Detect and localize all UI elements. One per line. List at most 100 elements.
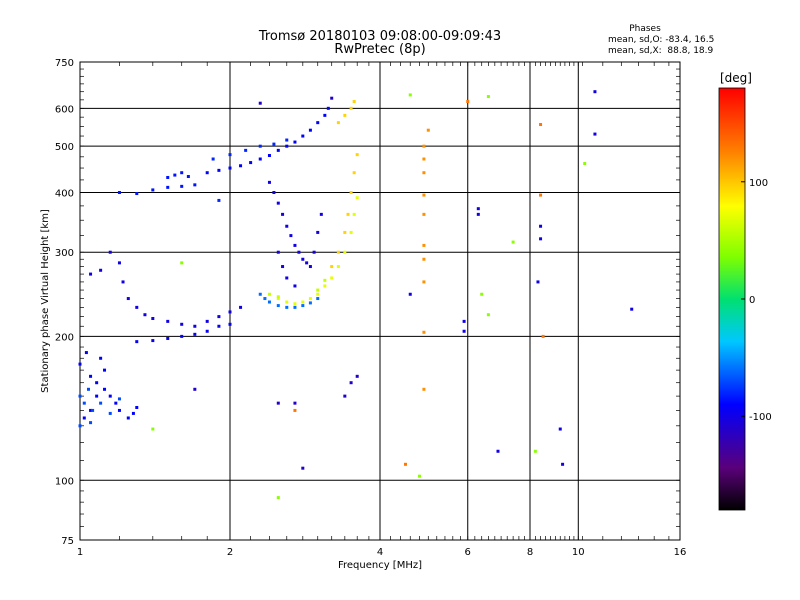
data-point: [99, 356, 103, 360]
data-point: [239, 164, 243, 168]
data-point: [117, 408, 121, 412]
data-point: [186, 175, 190, 179]
data-point: [422, 243, 426, 247]
data-point: [583, 161, 587, 165]
data-point: [466, 100, 470, 104]
data-point: [316, 230, 320, 234]
data-point: [135, 405, 139, 409]
x-tick-label: 6: [465, 547, 471, 558]
data-point: [217, 198, 221, 202]
data-point: [630, 307, 634, 311]
data-point: [151, 188, 155, 192]
x-axis: 1 2 4 6 8 10 16: [77, 62, 686, 558]
data-point: [301, 134, 305, 138]
data-point: [511, 240, 515, 244]
data-point: [308, 297, 312, 301]
data-point: [355, 196, 359, 200]
data-point: [323, 278, 327, 282]
y-axis: 75 100 200 300 400 500 600 750: [55, 58, 680, 547]
data-point: [297, 250, 301, 254]
data-point: [166, 175, 170, 179]
data-point: [343, 113, 347, 117]
data-point: [285, 144, 289, 148]
y-tick-label: 200: [55, 332, 74, 343]
stats-line-x: mean, sd,X: 88.8, 18.9: [608, 46, 714, 56]
data-point: [285, 276, 289, 280]
data-point: [193, 332, 197, 336]
data-point: [539, 224, 543, 228]
data-point: [408, 93, 412, 97]
data-point: [135, 192, 139, 196]
data-point: [462, 319, 466, 323]
data-point: [193, 387, 197, 391]
data-point: [276, 148, 280, 152]
data-point: [293, 302, 297, 306]
data-point: [316, 121, 320, 125]
data-point: [426, 128, 430, 132]
data-point: [95, 381, 99, 385]
x-tick-label: 2: [227, 547, 233, 558]
data-point: [536, 280, 540, 284]
data-point: [108, 250, 112, 254]
data-point: [217, 168, 221, 172]
data-point: [352, 100, 356, 104]
data-point: [263, 297, 267, 301]
data-point: [533, 449, 537, 453]
data-point: [135, 305, 139, 309]
data-point: [78, 424, 82, 428]
data-point: [326, 106, 330, 110]
data-point: [82, 416, 86, 420]
data-point: [293, 140, 297, 144]
data-point: [151, 427, 155, 431]
data-point: [205, 329, 209, 333]
data-point: [267, 154, 271, 158]
data-point: [117, 190, 121, 194]
data-point: [285, 224, 289, 228]
data-point: [258, 101, 262, 105]
data-point: [408, 292, 412, 296]
colorbar-label: [deg]: [720, 71, 752, 85]
data-point: [228, 310, 232, 314]
data-point: [541, 334, 545, 338]
data-point: [84, 351, 88, 355]
data-point: [293, 305, 297, 309]
data-point: [114, 401, 118, 405]
data-point: [336, 265, 340, 269]
data-point: [343, 230, 347, 234]
data-point: [301, 257, 305, 261]
data-point: [78, 394, 82, 398]
data-point: [258, 292, 262, 296]
x-tick-label: 8: [527, 547, 533, 558]
data-point: [126, 297, 130, 301]
data-point: [89, 408, 93, 412]
data-point: [343, 250, 347, 254]
data-point: [78, 362, 82, 366]
data-point: [305, 261, 309, 265]
data-point: [349, 381, 353, 385]
data-point: [422, 257, 426, 261]
stats-line-o: mean, sd,O: -83.4, 16.5: [608, 35, 714, 45]
data-point: [272, 142, 276, 146]
data-point: [117, 261, 121, 265]
data-point: [276, 401, 280, 405]
data-point: [330, 96, 334, 100]
data-point: [103, 368, 107, 372]
data-point: [99, 268, 103, 272]
data-point: [539, 193, 543, 197]
data-point: [346, 212, 350, 216]
data-point: [193, 183, 197, 187]
data-point: [355, 153, 359, 157]
data-point: [228, 322, 232, 326]
y-tick-label: 400: [55, 188, 74, 199]
y-tick-label: 750: [55, 58, 74, 69]
data-point: [323, 113, 327, 117]
data-point: [121, 280, 125, 284]
data-point: [593, 132, 597, 136]
data-point: [316, 292, 320, 296]
data-point: [422, 157, 426, 161]
data-point: [117, 397, 121, 401]
stats-heading: Phases: [629, 24, 661, 34]
data-point: [422, 330, 426, 334]
data-point: [289, 234, 293, 238]
